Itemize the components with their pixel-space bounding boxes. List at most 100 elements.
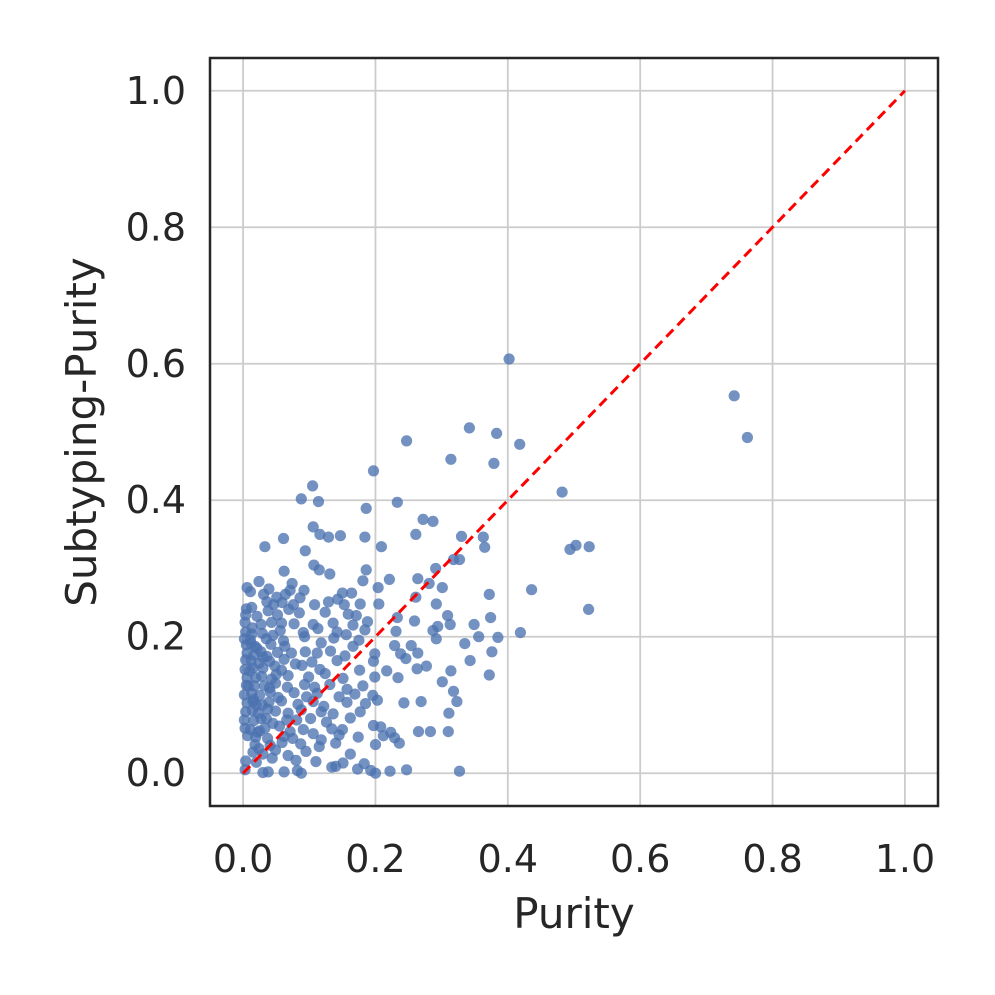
scatter-point [330, 760, 342, 773]
scatter-point [381, 665, 393, 677]
scatter-point [371, 694, 383, 706]
scatter-point [468, 618, 480, 631]
scatter-point [346, 587, 358, 599]
scatter-point [299, 631, 311, 643]
scatter-point [483, 588, 495, 601]
scatter-point [556, 486, 568, 498]
scatter-point [338, 599, 350, 611]
x-tick-label: 0.2 [345, 837, 405, 881]
scatter-point [464, 655, 476, 667]
scatter-point [741, 431, 754, 444]
scatter-point [359, 624, 371, 636]
scatter-point [401, 435, 413, 447]
scatter-point [367, 655, 380, 667]
scatter-point [285, 647, 297, 659]
x-tick-labels: 0.0 0.2 0.4 0.6 0.8 1.0 [213, 837, 935, 881]
scatter-point [273, 720, 286, 732]
scatter-point [583, 603, 595, 616]
scatter-point [238, 714, 250, 726]
scatter-point [400, 653, 412, 665]
scatter-point [314, 528, 326, 541]
scatter-point [352, 763, 364, 775]
scatter-point [278, 565, 290, 577]
scatter-point [347, 619, 359, 631]
scatter-point [357, 575, 369, 587]
scatter-point [442, 610, 454, 622]
scatter-points [238, 353, 754, 779]
scatter-point [384, 765, 396, 777]
scatter-point [328, 632, 340, 644]
scatter-point [383, 573, 395, 586]
scatter-point [319, 606, 331, 618]
scatter-point [309, 599, 321, 611]
scatter-point [334, 530, 346, 542]
scatter-point [245, 638, 257, 650]
scatter-point [248, 693, 260, 706]
scatter-point [337, 672, 349, 685]
scatter-point [295, 493, 307, 505]
scatter-point [427, 515, 439, 528]
scatter-point [486, 646, 498, 658]
scatter-point [350, 610, 362, 622]
scatter-point [327, 708, 339, 720]
scatter-point [377, 730, 389, 742]
scatter-point [392, 672, 404, 684]
x-tick-label: 0.0 [213, 837, 273, 881]
scatter-point [269, 705, 282, 717]
scatter-point [277, 532, 290, 545]
scatter-point [264, 682, 276, 694]
scatter-point [447, 685, 460, 697]
scatter-point [324, 568, 336, 580]
x-axis-title: Purity [513, 889, 634, 938]
scatter-point [347, 640, 359, 652]
y-tick-label: 0.4 [126, 478, 186, 522]
scatter-point [265, 638, 277, 650]
scatter-point [391, 496, 403, 508]
scatter-point [455, 530, 468, 543]
scatter-point [430, 633, 442, 645]
scatter-point [288, 618, 300, 630]
scatter-point [315, 637, 327, 649]
scatter-point [256, 670, 268, 682]
scatter-point [357, 680, 369, 692]
scatter-point [445, 665, 457, 677]
scatter-point [564, 543, 576, 556]
scatter-point [333, 691, 345, 703]
scatter-point [295, 767, 307, 779]
scatter-point [526, 584, 538, 596]
x-tick-label: 0.6 [610, 837, 670, 881]
scatter-point [488, 457, 500, 469]
scatter-point [306, 656, 318, 668]
scatter-point [252, 726, 264, 738]
scatter-point [331, 655, 343, 667]
scatter-point [415, 696, 427, 708]
scatter-point [299, 678, 311, 691]
scatter-point [391, 612, 403, 624]
scatter-point [451, 696, 463, 708]
scatter-point [278, 766, 290, 778]
scatter-point [410, 528, 422, 541]
y-axis-title: Subtyping-Purity [57, 257, 106, 607]
scatter-point [330, 737, 342, 749]
scatter-point [412, 726, 425, 738]
scatter-point [491, 427, 503, 439]
scatter-point [244, 665, 256, 677]
scatter-point [278, 653, 290, 665]
scatter-point [360, 564, 372, 576]
scatter-point [288, 687, 300, 699]
scatter-point [315, 706, 327, 718]
scatter-point [344, 712, 356, 724]
scatter-point [444, 618, 456, 631]
scatter-point [393, 737, 405, 749]
scatter-point [312, 496, 325, 508]
identity-reference-line [242, 89, 906, 775]
y-tick-label: 0.2 [126, 615, 186, 659]
scatter-point [352, 731, 364, 743]
scatter-point [313, 564, 325, 576]
scatter-point [257, 662, 269, 674]
scatter-point [297, 724, 309, 736]
y-tick-labels: 0.0 0.2 0.4 0.6 0.8 1.0 [126, 69, 186, 795]
scatter-point [728, 390, 740, 402]
scatter-point [424, 726, 436, 738]
scatter-point [354, 706, 366, 718]
